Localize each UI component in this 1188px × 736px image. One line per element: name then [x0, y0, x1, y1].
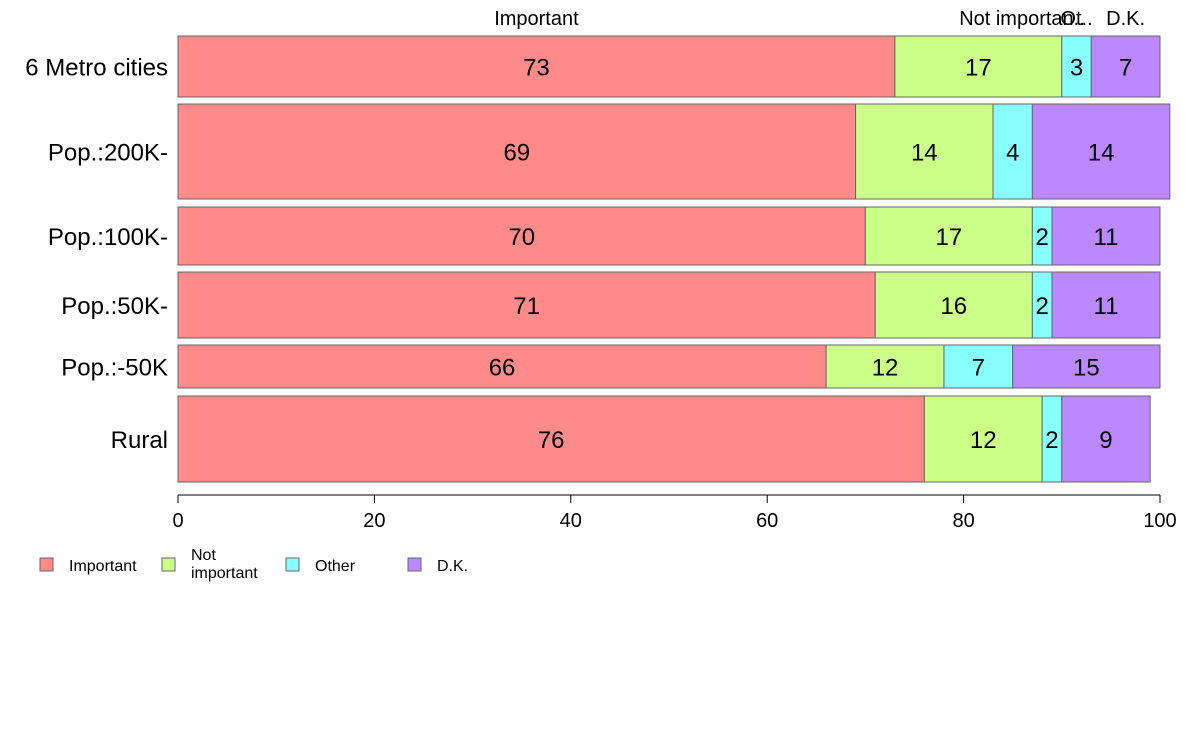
bar-segment-important: [177, 35, 896, 98]
bar-value-label: 14: [911, 140, 938, 167]
bar-segment-not-important: [874, 271, 1033, 339]
bar-segment-d-k-: [1012, 344, 1161, 389]
x-tick-label: 20: [363, 510, 385, 532]
series-top-label: Ot..: [1060, 8, 1092, 30]
bar-value-label: 16: [940, 293, 967, 320]
x-tick-label: 100: [1143, 510, 1176, 532]
bar-value-label: 14: [1088, 140, 1115, 167]
bar-segment-not-important: [894, 35, 1063, 98]
x-tick-label: 0: [172, 510, 183, 532]
bar-value-label: 73: [523, 55, 550, 82]
bar-value-label: 9: [1099, 427, 1112, 454]
bar-value-label: 2: [1035, 293, 1048, 320]
legend-swatch-important: [39, 557, 54, 572]
series-top-label: D.K.: [1106, 8, 1145, 30]
bar-value-label: 3: [1070, 55, 1083, 82]
bar-segment-other: [1061, 35, 1092, 98]
x-tick-label: 80: [952, 510, 974, 532]
legend-label: D.K.: [437, 558, 468, 575]
bar-value-label: 11: [1094, 293, 1119, 320]
legend-label: Other: [315, 558, 356, 575]
bar-segment-not-important: [864, 206, 1033, 266]
bar-value-label: 70: [508, 224, 535, 251]
bar-segment-important: [177, 206, 866, 266]
bar-value-label: 7: [1119, 55, 1132, 82]
bar-value-label: 15: [1073, 355, 1100, 382]
category-label: 6 Metro cities: [25, 55, 168, 82]
bar-value-label: 12: [970, 427, 997, 454]
x-tick-label: 40: [560, 510, 582, 532]
bar-segment-other: [943, 344, 1014, 389]
bar-value-label: 12: [872, 355, 899, 382]
legend-swatch-d-k-: [407, 557, 422, 572]
legend-swatch-other: [285, 557, 300, 572]
bar-value-label: 76: [538, 427, 565, 454]
bar-segment-d-k-: [1051, 271, 1161, 339]
bar-segment-not-important: [855, 103, 994, 200]
bar-segment-important: [177, 395, 925, 483]
bar-value-label: 66: [489, 355, 516, 382]
category-label: Rural: [111, 427, 168, 454]
legend-label: Important: [69, 558, 137, 575]
bar-segment-d-k-: [1051, 206, 1161, 266]
category-label: Pop.:-50K: [61, 355, 168, 382]
bar-value-label: 2: [1035, 224, 1048, 251]
bar-value-label: 71: [513, 293, 540, 320]
category-label: Pop.:50K-: [61, 293, 168, 320]
series-top-label: Important: [494, 8, 579, 30]
bar-value-label: 11: [1094, 224, 1119, 251]
bar-value-label: 69: [503, 140, 530, 167]
series-top-label: Not importan..: [959, 8, 1085, 30]
bar-value-label: 2: [1045, 427, 1058, 454]
bar-segment-d-k-: [1090, 35, 1161, 98]
bar-segment-d-k-: [1031, 103, 1171, 200]
bar-segment-important: [177, 103, 857, 200]
x-tick-label: 60: [756, 510, 778, 532]
bar-value-label: 17: [936, 224, 963, 251]
bar-segment-d-k-: [1061, 395, 1151, 483]
bar-value-label: 4: [1006, 140, 1019, 167]
legend-swatch-not-important: [161, 557, 176, 572]
bar-value-label: 7: [972, 355, 985, 382]
category-label: Pop.:100K-: [48, 224, 168, 251]
bar-segment-important: [177, 271, 876, 339]
legend-label: Not important: [191, 547, 258, 582]
bar-value-label: 17: [965, 55, 992, 82]
category-label: Pop.:200K-: [48, 140, 168, 167]
bar-segment-other: [992, 103, 1033, 200]
